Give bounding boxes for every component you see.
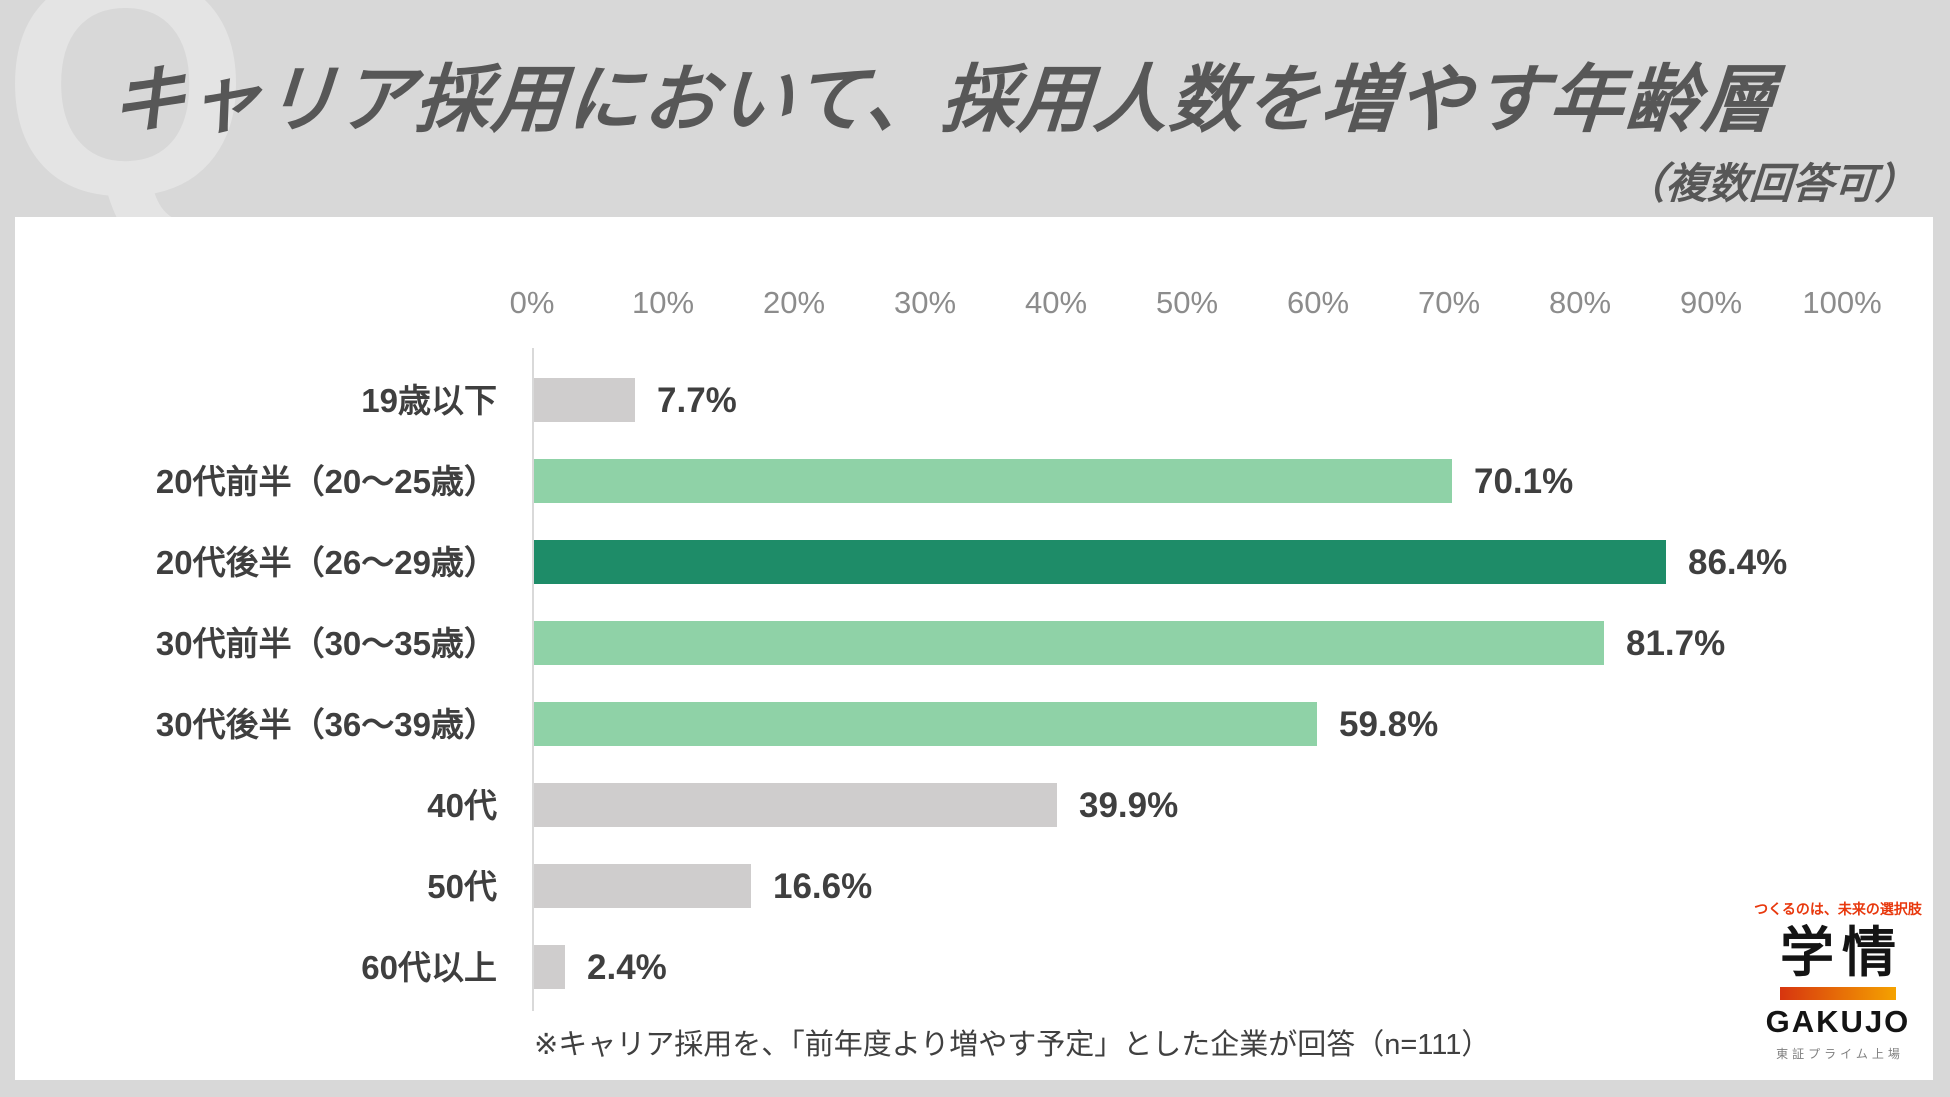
bar (534, 864, 751, 908)
chart-row: 30代前半（30〜35歳） 81.7% (15, 621, 1933, 665)
y-axis-line (532, 348, 534, 1011)
value-label: 16.6% (773, 867, 873, 906)
axis-tick-label: 90% (1679, 285, 1743, 320)
category-label: 50代 (427, 868, 497, 905)
axis-tick-label: 40% (1024, 285, 1088, 320)
value-label: 86.4% (1688, 543, 1788, 582)
page-subtitle: （複数回答可） (1622, 160, 1920, 207)
bar (534, 783, 1057, 827)
value-label: 7.7% (657, 381, 737, 420)
value-label: 81.7% (1626, 624, 1726, 663)
value-label: 70.1% (1474, 462, 1574, 501)
bar (534, 702, 1317, 746)
axis-tick-label: 100% (1802, 285, 1882, 320)
value-label: 59.8% (1339, 705, 1439, 744)
chart-card: 0% 10% 20% 30% 40% 50% 60% 70% 80% 90% 100% 19歳以下 7… (15, 217, 1933, 1080)
axis-tick-label: 70% (1417, 285, 1481, 320)
chart-row: 19歳以下 7.7% (15, 378, 1933, 422)
bar (534, 540, 1666, 584)
category-label: 60代以上 (361, 949, 497, 986)
bar (534, 378, 635, 422)
category-label: 40代 (427, 787, 497, 824)
category-label: 30代前半（30〜35歳） (155, 625, 497, 662)
logo-tagline: つくるのは、未来の選択肢 (1754, 901, 1922, 917)
chart-row: 50代 16.6% (15, 864, 1933, 908)
logo-name-english: GAKUJO (1765, 1004, 1911, 1039)
gakujo-logo: つくるのは、未来の選択肢 学情 GAKUJO 東証プライム上場 (1754, 899, 1922, 1062)
bar (534, 621, 1604, 665)
axis-tick-label: 30% (893, 285, 957, 320)
chart-row: 20代後半（26〜29歳） 86.4% (15, 540, 1933, 584)
value-label: 2.4% (587, 948, 667, 987)
bar (534, 945, 565, 989)
chart-row: 40代 39.9% (15, 783, 1933, 827)
value-label: 39.9% (1079, 786, 1179, 825)
axis-tick-label: 0% (509, 285, 555, 320)
axis-tick-label: 50% (1155, 285, 1219, 320)
chart-row: 20代前半（20〜25歳） 70.1% (15, 459, 1933, 503)
chart-row: 30代後半（36〜39歳） 59.8% (15, 702, 1933, 746)
axis-tick-label: 60% (1286, 285, 1350, 320)
axis-tick-label: 10% (631, 285, 695, 320)
category-label: 20代前半（20〜25歳） (155, 463, 497, 500)
chart-footnote: ※キャリア採用を、「前年度より増やす予定」とした企業が回答（n=111） (534, 1029, 1491, 1061)
question-watermark-icon: Q (2, 0, 250, 262)
logo-gradient-bar (1780, 987, 1896, 1000)
page-title: キャリア採用において、採用人数を増やす年齢層 (108, 58, 1781, 141)
bar (534, 459, 1452, 503)
category-label: 30代後半（36〜39歳） (155, 706, 497, 743)
axis-tick-label: 20% (762, 285, 826, 320)
axis-tick-label: 80% (1548, 285, 1612, 320)
logo-name-japanese: 学情 (1780, 923, 1904, 983)
category-label: 20代後半（26〜29歳） (155, 544, 497, 581)
chart-row: 60代以上 2.4% (15, 945, 1933, 989)
logo-listing-label: 東証プライム上場 (1776, 1047, 1904, 1061)
category-label: 19歳以下 (361, 382, 497, 419)
